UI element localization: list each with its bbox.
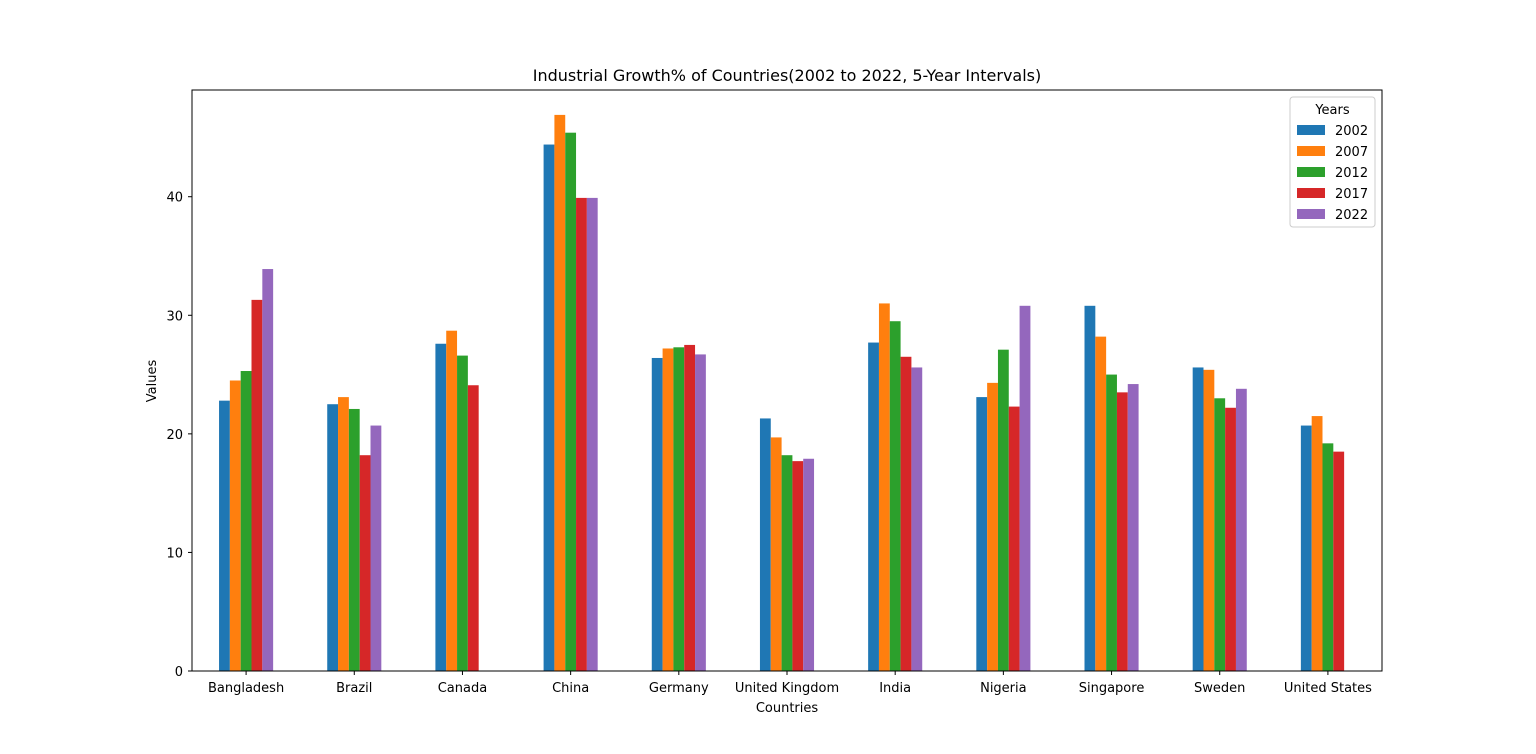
bar-2012-canada xyxy=(457,355,468,671)
legend-label-2017: 2017 xyxy=(1335,187,1368,202)
bar-2022-nigeria xyxy=(1019,305,1031,671)
y-tick-label: 0 xyxy=(175,665,183,680)
bar-2022-sweden xyxy=(1235,388,1247,671)
x-tick-label: Brazil xyxy=(336,681,372,696)
bar-2012-nigeria xyxy=(997,349,1009,671)
legend-label-2002: 2002 xyxy=(1335,124,1368,139)
bar-2022-india xyxy=(911,367,923,671)
bar-2012-brazil xyxy=(348,408,360,671)
legend-swatch-2007 xyxy=(1297,146,1325,156)
x-tick-label: Nigeria xyxy=(980,681,1027,696)
bar-2002-canada xyxy=(435,343,447,671)
bar-2007-singapore xyxy=(1095,336,1107,671)
bar-2012-united-kingdom xyxy=(781,455,793,671)
bar-2022-bangladesh xyxy=(262,269,274,671)
bar-2002-singapore xyxy=(1084,305,1096,671)
legend-label-2007: 2007 xyxy=(1335,145,1368,160)
bar-2002-nigeria xyxy=(976,397,988,671)
bar-2017-brazil xyxy=(359,455,371,671)
bar-2017-china xyxy=(576,197,587,671)
bar-2022-germany xyxy=(695,354,706,671)
chart-title: Industrial Growth% of Countries(2002 to … xyxy=(533,66,1042,85)
legend-label-2012: 2012 xyxy=(1335,166,1368,181)
bar-2017-singapore xyxy=(1116,392,1128,671)
legend-swatch-2017 xyxy=(1297,188,1325,198)
bar-2017-india xyxy=(900,356,912,671)
x-tick-label: Canada xyxy=(438,681,487,696)
x-tick-label: Germany xyxy=(649,681,709,696)
bar-2007-china xyxy=(554,114,566,671)
bar-2002-united-states xyxy=(1300,425,1312,671)
bar-2007-bangladesh xyxy=(229,380,241,671)
bar-2017-bangladesh xyxy=(251,299,263,671)
x-axis-label: Countries xyxy=(756,701,819,716)
bars-group xyxy=(219,114,1345,672)
bar-2002-china xyxy=(543,144,555,672)
y-axis: 0 10 20 30 40 xyxy=(166,191,192,680)
bar-2022-china xyxy=(586,197,598,671)
bar-2017-united-states xyxy=(1333,451,1345,671)
bar-2007-germany xyxy=(662,348,674,671)
bar-2012-india xyxy=(889,321,901,671)
legend-swatch-2012 xyxy=(1297,167,1325,177)
y-tick-label: 40 xyxy=(166,191,183,206)
bar-2012-sweden xyxy=(1214,398,1226,671)
x-tick-label: United Kingdom xyxy=(735,681,839,696)
bar-2022-singapore xyxy=(1127,384,1139,671)
y-axis-label: Values xyxy=(145,360,160,403)
x-tick-label: Bangladesh xyxy=(208,681,284,696)
bar-2007-nigeria xyxy=(987,382,998,671)
bar-2002-india xyxy=(868,342,879,671)
bar-2002-brazil xyxy=(327,404,339,671)
bar-2017-germany xyxy=(684,344,696,671)
plot-frame xyxy=(191,89,1383,672)
bar-2012-bangladesh xyxy=(240,371,252,671)
bar-2007-canada xyxy=(446,330,458,671)
bar-2007-brazil xyxy=(338,397,349,671)
legend-swatch-2022 xyxy=(1297,209,1325,219)
bar-2012-singapore xyxy=(1106,374,1117,671)
bar-2017-canada xyxy=(467,385,479,671)
bar-2002-sweden xyxy=(1192,367,1204,671)
legend-swatch-2002 xyxy=(1297,125,1325,135)
bar-2007-united-states xyxy=(1311,416,1323,671)
bar-2017-united-kingdom xyxy=(792,461,804,671)
bar-2002-germany xyxy=(651,357,663,671)
x-tick-label: United States xyxy=(1284,681,1372,696)
bar-2017-sweden xyxy=(1225,407,1236,671)
bar-2022-united-kingdom xyxy=(803,458,815,671)
bar-2012-united-states xyxy=(1322,443,1334,671)
bar-2007-sweden xyxy=(1203,369,1215,671)
bar-2022-brazil xyxy=(370,425,382,671)
bar-2007-united-kingdom xyxy=(770,437,782,671)
bar-2002-united-kingdom xyxy=(759,418,771,671)
x-tick-label: Sweden xyxy=(1194,681,1245,696)
y-tick-label: 20 xyxy=(166,428,183,443)
bar-2002-bangladesh xyxy=(219,400,230,671)
legend-title: Years xyxy=(1314,103,1350,118)
x-tick-label: India xyxy=(879,681,911,696)
legend-label-2022: 2022 xyxy=(1335,208,1368,223)
x-tick-label: Singapore xyxy=(1079,681,1145,696)
x-tick-label: China xyxy=(552,681,589,696)
legend: Years 2002 2007 2012 2017 2022 xyxy=(1289,96,1376,228)
bar-2007-india xyxy=(878,303,890,671)
x-axis: Bangladesh Brazil Canada China Germany United… xyxy=(208,671,1372,696)
bar-2012-germany xyxy=(673,347,685,671)
y-tick-label: 30 xyxy=(166,309,183,324)
y-tick-label: 10 xyxy=(166,546,183,561)
bar-2017-nigeria xyxy=(1008,406,1020,671)
bar-2012-china xyxy=(565,132,577,671)
